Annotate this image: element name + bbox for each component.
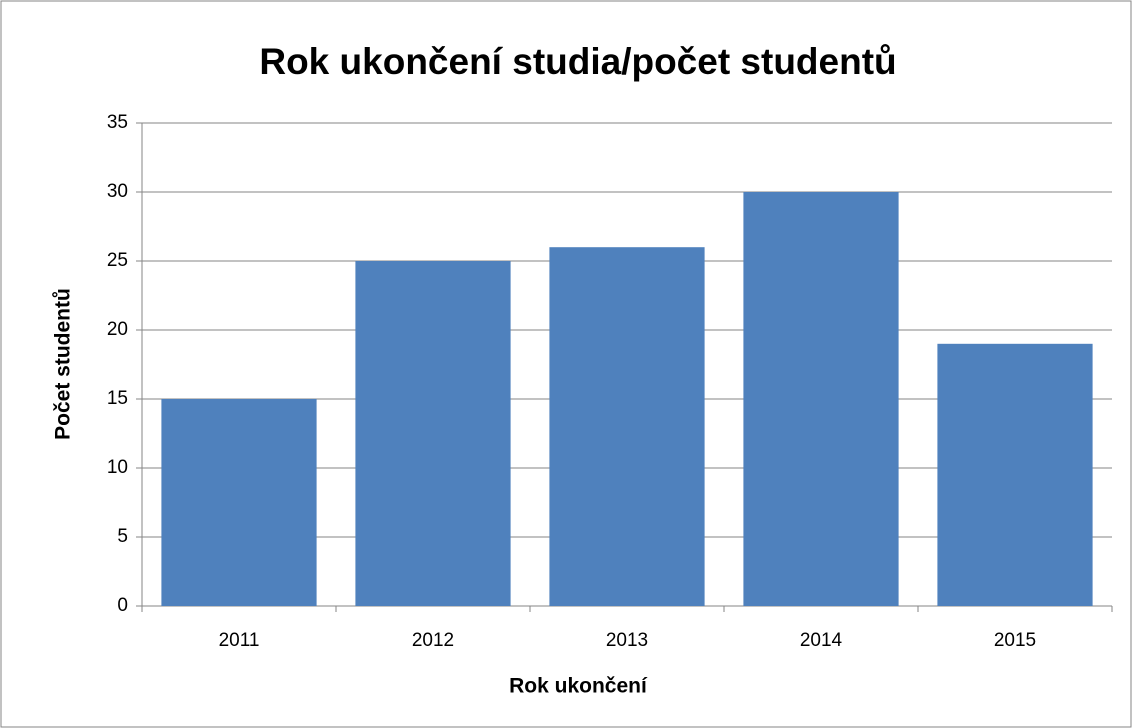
- bar: [355, 261, 511, 606]
- x-tick-label: 2012: [412, 630, 454, 651]
- y-tick-label: 25: [107, 250, 128, 271]
- y-tick-label: 10: [107, 457, 128, 478]
- chart-title: Rok ukončení studia/počet studentů: [259, 41, 896, 82]
- y-axis-label: Počet studentů: [52, 288, 75, 440]
- x-tick-label: 2011: [219, 630, 260, 651]
- y-tick-label: 30: [107, 181, 128, 202]
- x-tick-label: 2015: [994, 630, 1036, 651]
- y-tick-label: 15: [107, 388, 128, 409]
- x-tick-label: 2014: [800, 630, 843, 651]
- y-tick-label: 35: [107, 112, 128, 133]
- y-tick-label: 0: [117, 595, 128, 616]
- bar: [937, 343, 1093, 606]
- bar: [549, 247, 705, 606]
- y-tick-label: 20: [107, 319, 128, 340]
- x-tick-label: 2013: [606, 630, 648, 651]
- x-axis-label: Rok ukončení: [509, 675, 648, 698]
- y-tick-label: 5: [117, 526, 128, 547]
- bar: [161, 399, 317, 606]
- bar: [743, 192, 899, 606]
